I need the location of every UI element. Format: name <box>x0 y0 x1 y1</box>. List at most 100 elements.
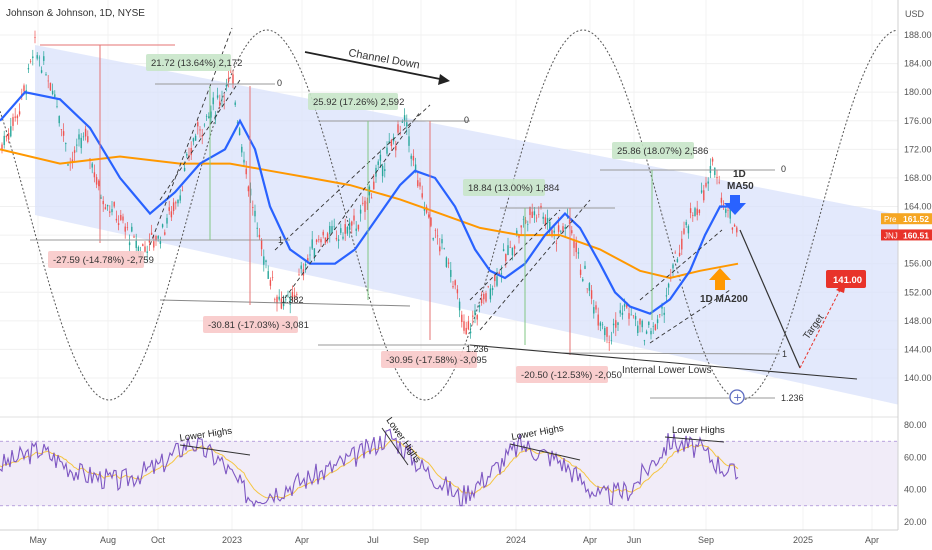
price-bar <box>436 235 439 237</box>
price-bar <box>516 230 518 234</box>
price-bar <box>364 200 366 212</box>
price-bar <box>280 298 283 309</box>
price-bar <box>555 243 558 244</box>
time-tick-label: 2025 <box>793 535 813 545</box>
price-bar <box>419 182 421 187</box>
rsi-axis: 80.00 60.00 40.00 20.00 <box>904 420 927 527</box>
price-bar <box>161 224 164 228</box>
price-bar <box>58 116 60 124</box>
price-bar <box>155 235 157 241</box>
price-bar <box>615 320 617 328</box>
price-bar <box>219 101 221 106</box>
price-bar <box>133 236 135 238</box>
price-bar <box>150 232 153 235</box>
price-bar <box>87 136 89 142</box>
price-bar <box>333 226 335 228</box>
price-bar <box>423 208 426 211</box>
price-bar <box>318 239 320 241</box>
green-box-label: 25.86 (18.07%) 2,586 <box>617 146 708 157</box>
channel-down-band <box>35 45 900 405</box>
price-bar <box>122 216 124 221</box>
price-bar <box>672 264 674 269</box>
price-bar <box>557 225 560 232</box>
price-tag-bg <box>881 213 932 225</box>
price-bar <box>681 238 683 250</box>
price-bar <box>296 294 298 295</box>
red-box-label: -30.95 (-17.58%) -3,095 <box>386 355 487 366</box>
price-bar <box>16 115 19 119</box>
price-bar <box>648 321 650 326</box>
price-bar <box>249 188 252 196</box>
price-bar <box>82 136 85 138</box>
price-bar <box>351 221 353 226</box>
price-bar <box>408 136 410 146</box>
price-bar <box>216 95 219 98</box>
price-bar <box>342 236 344 239</box>
ma50-arrow-icon <box>724 195 746 215</box>
price-bar <box>564 227 566 230</box>
price-bar <box>652 326 654 327</box>
ma200-label: 1D MA200 <box>700 294 748 305</box>
price-bar <box>357 224 360 230</box>
price-bar <box>166 217 168 224</box>
price-tick-label: 168.00 <box>904 173 932 183</box>
price-bar <box>170 211 173 218</box>
price-bar <box>685 222 687 226</box>
price-bar <box>575 242 577 253</box>
price-bar <box>56 106 58 108</box>
price-bar <box>227 77 230 81</box>
price-bar <box>588 283 591 291</box>
price-bar <box>289 297 291 305</box>
price-bar <box>630 314 632 316</box>
price-bar <box>40 70 43 73</box>
price-bar <box>212 97 214 105</box>
price-bar <box>544 217 547 226</box>
fib-label: 1 <box>782 349 787 359</box>
price-bar <box>694 208 696 216</box>
price-bar <box>456 289 459 294</box>
price-bar <box>458 301 461 311</box>
rsi-line <box>0 428 739 508</box>
price-tick-label: 180.00 <box>904 87 932 97</box>
price-bar <box>234 102 236 105</box>
price-bar <box>628 313 630 319</box>
price-bar <box>439 246 441 252</box>
price-bar <box>447 262 450 264</box>
price-bar <box>445 257 448 267</box>
price-bar <box>494 274 496 282</box>
price-bar <box>243 159 245 163</box>
price-bar <box>612 323 615 326</box>
price-bar <box>223 100 225 102</box>
price-bar <box>590 290 593 299</box>
price-bar <box>639 318 641 325</box>
price-bar <box>186 154 188 156</box>
price-bar <box>175 202 177 204</box>
price-bar <box>109 211 111 213</box>
price-bar <box>593 307 595 314</box>
green-box-label: 21.72 (13.64%) 2,172 <box>151 58 242 69</box>
fib-label: 1 <box>278 235 283 245</box>
price-bar <box>663 312 665 315</box>
price-bar <box>95 177 98 185</box>
price-bar <box>586 288 588 290</box>
time-tick-label: Jul <box>367 535 379 545</box>
price-bar <box>164 232 166 235</box>
price-bar <box>656 319 659 324</box>
price-bar <box>67 164 69 166</box>
price-bar <box>98 180 100 187</box>
price-bar <box>315 239 318 242</box>
price-tag-label: JNJ <box>884 231 898 240</box>
rsi-pane <box>0 416 898 508</box>
price-bar <box>489 288 492 300</box>
price-bar <box>601 324 604 326</box>
price-bar <box>54 94 56 97</box>
price-bar <box>124 226 126 232</box>
price-bar <box>520 225 522 228</box>
price-bar <box>106 204 109 207</box>
price-bar <box>650 330 652 335</box>
price-bar <box>718 181 720 183</box>
price-bar <box>142 244 144 247</box>
price-bar <box>452 286 454 288</box>
price-bar <box>335 237 338 240</box>
chart-title: Johnson & Johnson, 1D, NYSE <box>6 8 145 19</box>
